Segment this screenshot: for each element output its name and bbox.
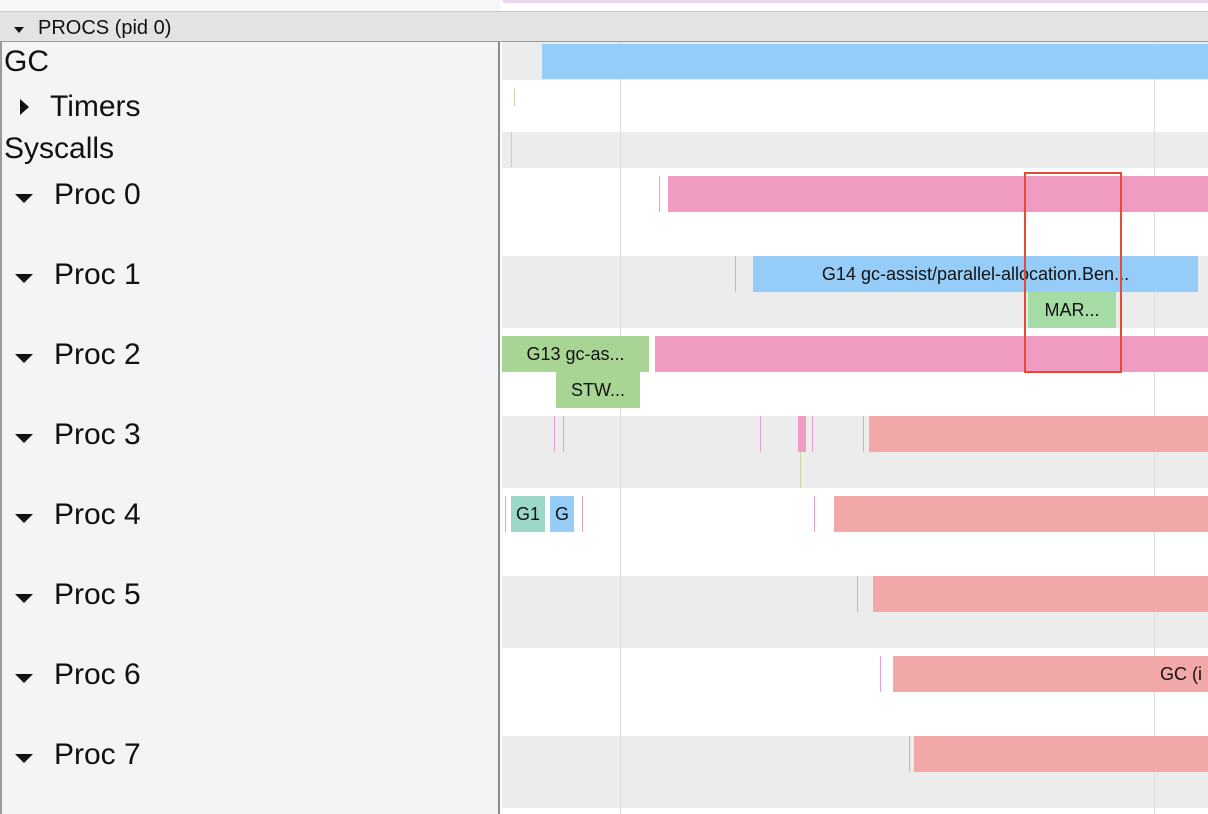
top-strip-left [0, 0, 500, 11]
row-label-proc-2: Proc 2 [54, 338, 141, 371]
grid-line [620, 42, 621, 814]
row-label-proc-1: Proc 1 [54, 258, 141, 291]
event-mark[interactable] [659, 176, 660, 212]
collapse-triangle-icon[interactable] [15, 434, 33, 443]
row-label-proc-7: Proc 7 [54, 738, 141, 771]
event-mark[interactable] [554, 416, 555, 452]
collapse-triangle-icon[interactable] [15, 274, 33, 283]
top-strip [0, 0, 1208, 11]
slice-label: MAR... [1044, 300, 1100, 320]
proc-3-gc-slice[interactable] [869, 416, 1208, 452]
section-title: PROCS (pid 0) [38, 17, 172, 39]
collapse-triangle-icon[interactable] [15, 194, 33, 203]
timer-event-mark[interactable] [514, 89, 515, 106]
proc-4-g1-slice[interactable]: G1 [511, 496, 545, 532]
row-label-proc-5: Proc 5 [54, 578, 141, 611]
event-mark[interactable] [735, 256, 736, 292]
event-mark[interactable] [857, 576, 858, 612]
event-mark[interactable] [880, 656, 881, 692]
collapse-triangle-icon[interactable] [15, 514, 33, 523]
collapse-triangle-icon[interactable] [15, 754, 33, 763]
gc-slice[interactable] [542, 44, 1208, 79]
row-label-proc-6: Proc 6 [54, 658, 141, 691]
slice-label: G1 [515, 504, 540, 524]
row-label-proc-4: Proc 4 [54, 498, 141, 531]
event-mark[interactable] [814, 496, 815, 532]
collapse-triangle-icon[interactable] [15, 594, 33, 603]
event-mark[interactable] [909, 736, 910, 772]
event-mark[interactable] [800, 452, 801, 488]
row-label-gc: GC [4, 45, 49, 78]
procs-section-header[interactable]: PROCS (pid 0) [0, 11, 1208, 42]
row-label-proc-3: Proc 3 [54, 418, 141, 451]
row-label-timers: Timers [50, 90, 141, 123]
proc-2-goroutine-slice[interactable]: G13 gc-as... [502, 336, 649, 372]
collapse-triangle-icon[interactable] [15, 674, 33, 683]
expand-triangle-icon[interactable] [20, 99, 29, 115]
row-band-syscalls [502, 132, 1208, 168]
proc-7-gc-slice[interactable] [914, 736, 1208, 772]
proc-1-goroutine-slice[interactable]: G14 gc-assist/parallel-allocation.Ben... [753, 256, 1198, 292]
track-labels-sidebar: GC Timers Syscalls Proc 0 Proc 1 Proc 2 … [0, 42, 500, 814]
proc-1-mark-slice[interactable]: MAR... [1028, 292, 1116, 328]
slice-label: G14 gc-assist/parallel-allocation.Ben... [821, 264, 1130, 284]
collapse-triangle-icon[interactable] [14, 27, 24, 33]
proc-3-short-slice[interactable] [798, 416, 806, 452]
slice-label: G [554, 504, 569, 524]
event-mark[interactable] [760, 416, 761, 452]
top-strip-marker [503, 0, 1208, 3]
proc-0-running-slice[interactable] [668, 176, 1208, 212]
selection-highlight-box [1024, 172, 1122, 373]
row-label-syscalls: Syscalls [4, 132, 115, 165]
slice-label: STW... [571, 380, 625, 400]
event-mark[interactable] [582, 496, 583, 532]
syscall-event-mark[interactable] [511, 132, 512, 167]
event-mark[interactable] [563, 416, 564, 452]
proc-4-gc-slice[interactable] [834, 496, 1208, 532]
proc-2-stw-slice[interactable]: STW... [556, 372, 640, 408]
timeline-track-area[interactable]: G14 gc-assist/parallel-allocation.Ben...… [502, 42, 1208, 814]
event-mark[interactable] [505, 496, 506, 532]
row-label-proc-0: Proc 0 [54, 178, 141, 211]
proc-6-gc-slice[interactable]: GC (i [893, 656, 1208, 692]
collapse-triangle-icon[interactable] [15, 354, 33, 363]
event-mark[interactable] [812, 416, 813, 452]
proc-2-running-slice[interactable] [655, 336, 1208, 372]
slice-label: GC (i [1160, 664, 1202, 684]
proc-4-g-slice[interactable]: G [550, 496, 574, 532]
slice-label: G13 gc-as... [526, 344, 625, 364]
event-mark[interactable] [863, 416, 864, 452]
proc-5-gc-slice[interactable] [873, 576, 1208, 612]
